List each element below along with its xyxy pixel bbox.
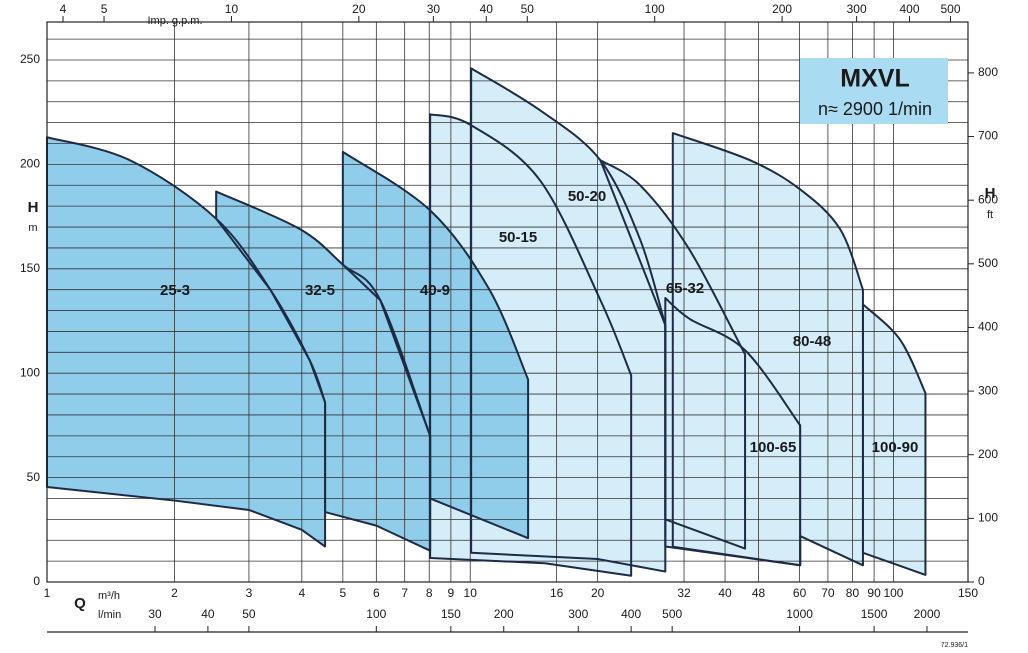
y2-axis-label: H [985, 185, 996, 202]
y2-tick-label: 500 [978, 256, 998, 270]
y2-tick-label: 300 [978, 383, 998, 397]
x3-axis-unit: l/min [98, 609, 121, 621]
x3-tick-label: 150 [441, 607, 461, 621]
x-tick-label: 4 [298, 586, 305, 600]
x-tick-label: 70 [821, 586, 835, 600]
region-outlines [46, 67, 927, 577]
plot-frame [46, 21, 969, 583]
y-tick-label: 150 [20, 261, 40, 275]
x3-tick-label: 1500 [861, 607, 888, 621]
y-axis-unit: m [28, 222, 37, 234]
y2-tick-label: 0 [978, 574, 985, 588]
x2-tick-label: 300 [847, 2, 867, 16]
x3-tick-label: 40 [201, 607, 215, 621]
region-outline [470, 67, 667, 573]
x-tick-label: 60 [793, 586, 807, 600]
x2-tick-label: 30 [427, 2, 441, 16]
x-tick-label: 80 [846, 586, 860, 600]
x3-tick-label: 1000 [786, 607, 813, 621]
x3-tick-label: 300 [568, 607, 588, 621]
x2-tick-label: 500 [940, 2, 960, 16]
region-label: 80-48 [793, 333, 831, 350]
region-outline [671, 132, 864, 567]
x2-tick-label: 10 [225, 2, 239, 16]
x-tick-label: 40 [718, 586, 732, 600]
region-label: 32-5 [305, 282, 335, 299]
region-outline [664, 297, 802, 567]
x2-tick-label: 50 [521, 2, 535, 16]
region-label: 50-15 [499, 229, 537, 246]
x3-tick-label: 2000 [914, 607, 941, 621]
x3-tick-label: 100 [366, 607, 386, 621]
region-label: 25-3 [160, 282, 190, 299]
x3-tick-label: 50 [242, 607, 256, 621]
x-tick-label: 7 [401, 586, 408, 600]
x-tick-label: 20 [591, 586, 605, 600]
x-tick-label: 6 [373, 586, 380, 600]
region-outline [429, 113, 633, 577]
region-label: 40-9 [420, 282, 450, 299]
chart-subtitle: n≈ 2900 1/min [818, 99, 932, 119]
x-tick-label: 48 [752, 586, 766, 600]
x-axis-label: Q [74, 595, 86, 612]
region-label: 100-90 [872, 439, 919, 456]
x2-tick-label: 100 [645, 2, 665, 16]
chart-title: MXVL [840, 65, 909, 93]
x-tick-label: 90 [867, 586, 881, 600]
x2-tick-label: 5 [101, 2, 108, 16]
x3-tick-label: 200 [494, 607, 514, 621]
y2-tick-label: 400 [978, 320, 998, 334]
x2-tick-label: 20 [352, 2, 366, 16]
x-tick-label: 5 [339, 586, 346, 600]
y-axis-label: H [28, 199, 39, 216]
x-tick-label: 32 [677, 586, 691, 600]
y-tick-label: 200 [20, 157, 40, 171]
region-fill [342, 151, 529, 539]
region-label: 100-65 [750, 439, 797, 456]
x2-tick-label: 4 [60, 2, 67, 16]
region-outline [861, 303, 927, 576]
x3-tick-label: 400 [621, 607, 641, 621]
y-tick-label: 50 [27, 470, 41, 484]
x2-tick-label: 400 [899, 2, 919, 16]
x-tick-label: 10 [464, 586, 478, 600]
drawing-code: 72.936/1 [941, 642, 968, 649]
x2-axis-unit: Imp. g.p.m. [147, 15, 202, 27]
y2-tick-label: 600 [978, 192, 998, 206]
x3-tick-label: 30 [148, 607, 162, 621]
y2-axis-unit: ft [987, 209, 993, 221]
region-outline [341, 150, 530, 540]
region-fills [47, 68, 926, 576]
x-tick-label: 3 [246, 586, 253, 600]
x-tick-label: 100 [883, 586, 903, 600]
y2-tick-label: 700 [978, 129, 998, 143]
region-label: 65-32 [666, 280, 704, 297]
x-tick-label: 9 [448, 586, 455, 600]
y2-tick-label: 200 [978, 447, 998, 461]
x-tick-label: 150 [958, 586, 978, 600]
x-tick-label: 16 [550, 586, 564, 600]
y-tick-label: 100 [20, 365, 40, 379]
x-tick-label: 8 [426, 586, 433, 600]
y2-tick-label: 800 [978, 65, 998, 79]
x-tick-label: 2 [171, 586, 178, 600]
region-fill [862, 304, 926, 575]
x-axis-unit: m³/h [98, 590, 120, 602]
y2-tick-label: 100 [978, 511, 998, 525]
title-box [800, 58, 948, 124]
x-tick-label: 1 [44, 586, 51, 600]
region-fill [47, 137, 326, 547]
x2-tick-label: 40 [480, 2, 494, 16]
y-tick-label: 0 [33, 574, 40, 588]
x3-tick-label: 500 [662, 607, 682, 621]
x2-tick-label: 200 [772, 2, 792, 16]
y-tick-label: 250 [20, 52, 40, 66]
region-label: 50-20 [568, 188, 606, 205]
